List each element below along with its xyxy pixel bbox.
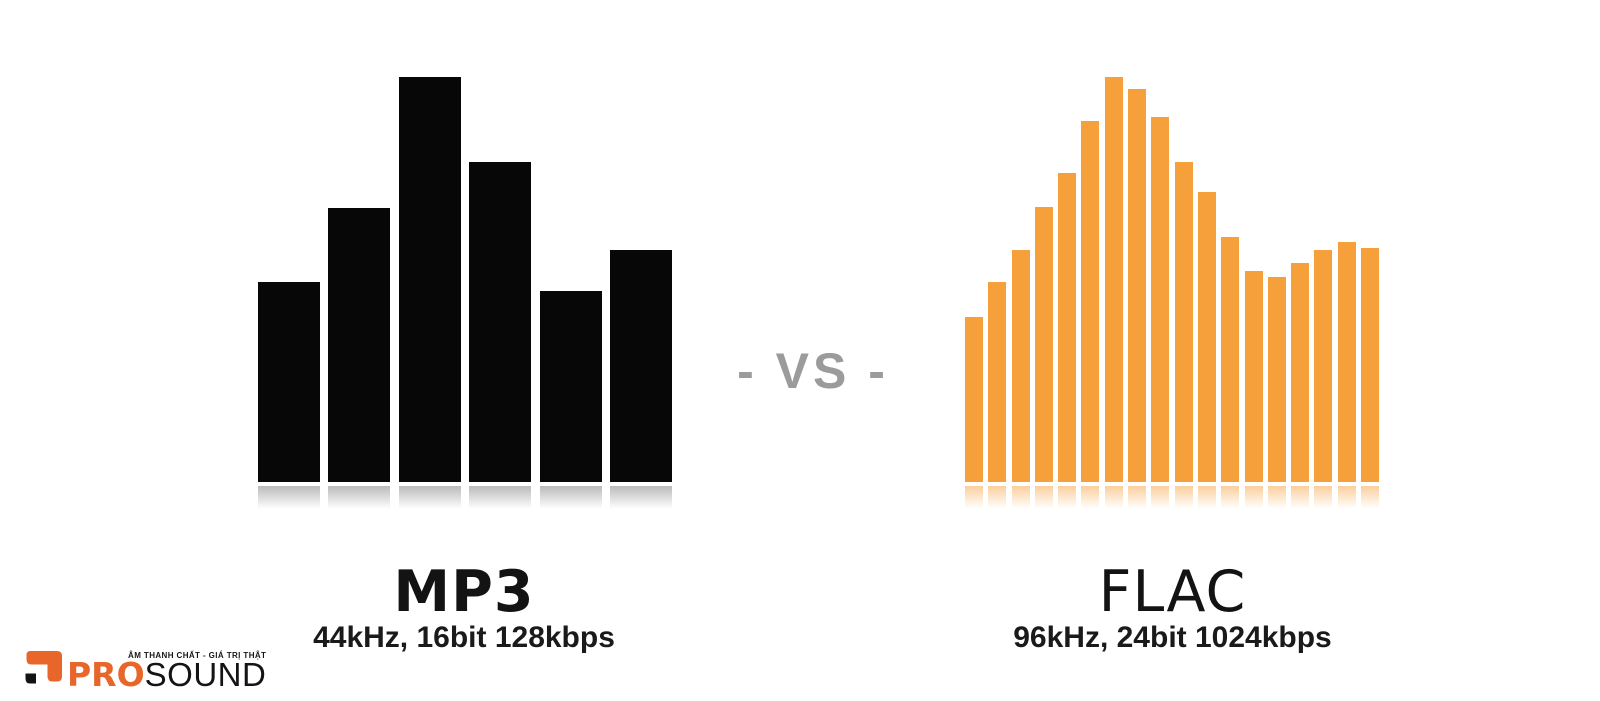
logo-brand-sound: SOUND — [144, 656, 267, 693]
flac-bar-chart — [965, 77, 1380, 513]
mp3-bar-reflection — [469, 486, 532, 513]
mp3-bar-chart — [258, 77, 672, 513]
flac-bar-reflection — [1058, 486, 1077, 513]
mp3-bar — [539, 291, 602, 513]
mp3-bar-reflection — [328, 486, 391, 513]
flac-subtitle: 96kHz, 24bit 1024kbps — [1013, 621, 1332, 654]
flac-bar-reflection — [965, 486, 983, 513]
flac-bar — [1244, 271, 1263, 513]
flac-bar — [1011, 250, 1030, 513]
mp3-bar — [609, 250, 672, 513]
flac-bar — [1221, 237, 1240, 513]
flac-bar — [1291, 263, 1310, 513]
flac-bar-reflection — [1361, 486, 1380, 513]
flac-bar — [1361, 248, 1380, 513]
prosound-logo-icon — [25, 651, 62, 684]
mp3-subtitle: 44kHz, 16bit 128kbps — [313, 621, 615, 654]
flac-bar — [1058, 173, 1077, 513]
flac-bar — [1337, 242, 1356, 513]
vs-label: - VS - — [737, 343, 889, 399]
flac-bar — [1174, 162, 1193, 513]
flac-bar — [1128, 89, 1147, 513]
flac-bar — [1104, 77, 1123, 513]
flac-bar-reflection — [1244, 486, 1263, 513]
prosound-logo: ÂM THANH CHẤT - GIÁ TRỊ THẬT PROSOUND — [25, 651, 267, 691]
flac-bar-reflection — [1314, 486, 1333, 513]
mp3-title: MP3 — [393, 559, 535, 626]
mp3-bar — [328, 208, 391, 513]
mp3-bar — [258, 282, 320, 513]
flac-bar — [1197, 192, 1216, 513]
flac-bar-reflection — [1034, 486, 1053, 513]
flac-bar-reflection — [1267, 486, 1286, 513]
flac-bar-reflection — [1174, 486, 1193, 513]
flac-bar-reflection — [1128, 486, 1147, 513]
mp3-bar — [398, 77, 461, 513]
flac-bar — [988, 282, 1007, 513]
flac-bar — [1034, 207, 1053, 513]
flac-bar-reflection — [1197, 486, 1216, 513]
flac-bar-reflection — [1337, 486, 1356, 513]
mp3-bar-reflection — [609, 486, 672, 513]
mp3-bar-reflection — [539, 486, 602, 513]
flac-title: FLAC — [1098, 559, 1247, 626]
flac-bar — [965, 317, 983, 513]
flac-bar-reflection — [1291, 486, 1310, 513]
flac-bar-reflection — [1151, 486, 1170, 513]
flac-bar-reflection — [1081, 486, 1100, 513]
flac-bar-reflection — [1221, 486, 1240, 513]
flac-bar-reflection — [1104, 486, 1123, 513]
logo-tagline: ÂM THANH CHẤT - GIÁ TRỊ THẬT — [128, 651, 267, 660]
flac-bar-reflection — [988, 486, 1007, 513]
flac-bar — [1151, 117, 1170, 513]
logo-brand-pro: PRO — [67, 655, 145, 694]
mp3-bar — [469, 162, 532, 513]
mp3-bar-reflection — [398, 486, 461, 513]
prosound-logo-text: ÂM THANH CHẤT - GIÁ TRỊ THẬT PROSOUND — [67, 651, 267, 691]
flac-bar — [1081, 121, 1100, 513]
logo-brand: PROSOUND — [67, 658, 266, 691]
flac-bar-reflection — [1011, 486, 1030, 513]
flac-bar — [1267, 277, 1286, 513]
flac-bar — [1314, 250, 1333, 513]
mp3-bar-reflection — [258, 486, 320, 513]
